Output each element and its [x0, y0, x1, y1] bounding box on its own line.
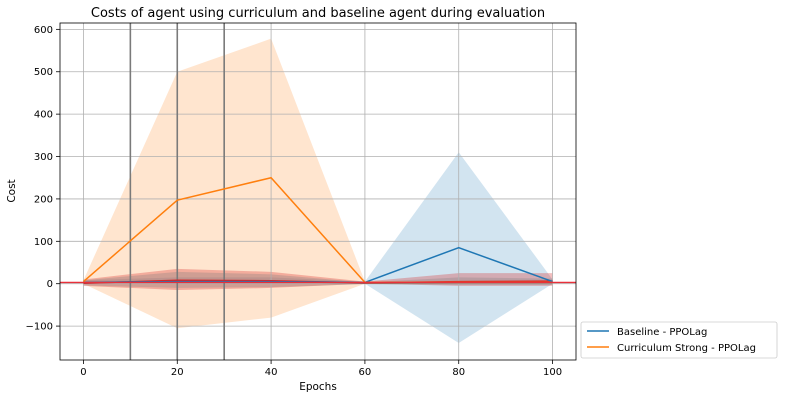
- legend-label-curriculum: Curriculum Strong - PPOLag: [617, 343, 756, 354]
- band-series-2: [83, 268, 553, 291]
- x-tick-label: 40: [265, 367, 278, 378]
- y-tick-label: 600: [34, 25, 53, 36]
- band-series-1: [83, 38, 553, 329]
- confidence-bands: [83, 38, 553, 344]
- y-tick-label: −100: [26, 322, 53, 333]
- x-axis-ticks: 0 20 40 60 80 100: [80, 360, 562, 378]
- y-tick-label: 500: [34, 67, 53, 78]
- y-tick-label: 0: [47, 279, 53, 290]
- y-axis-ticks: −100 0 100 200 300 400 500 600: [26, 25, 60, 333]
- x-tick-label: 100: [543, 367, 562, 378]
- plot-frame: [59, 22, 577, 361]
- y-tick-label: 100: [34, 237, 53, 248]
- x-tick-label: 80: [452, 367, 465, 378]
- legend: Baseline - PPOLag Curriculum Strong - PP…: [580, 321, 778, 359]
- x-tick-label: 0: [80, 367, 86, 378]
- y-tick-label: 400: [34, 110, 53, 121]
- vertical-markers: [129, 23, 225, 360]
- x-tick-label: 20: [171, 367, 184, 378]
- x-axis-label: Epochs: [299, 381, 337, 393]
- y-tick-label: 300: [34, 152, 53, 163]
- y-axis-label: Cost: [6, 179, 18, 202]
- legend-box: [580, 321, 778, 359]
- band-series-0: [83, 152, 553, 344]
- x-tick-label: 60: [359, 367, 372, 378]
- y-tick-label: 200: [34, 194, 53, 205]
- chart-title: Costs of agent using curriculum and base…: [91, 6, 545, 21]
- legend-label-baseline: Baseline - PPOLag: [617, 327, 707, 338]
- grid: [60, 23, 576, 360]
